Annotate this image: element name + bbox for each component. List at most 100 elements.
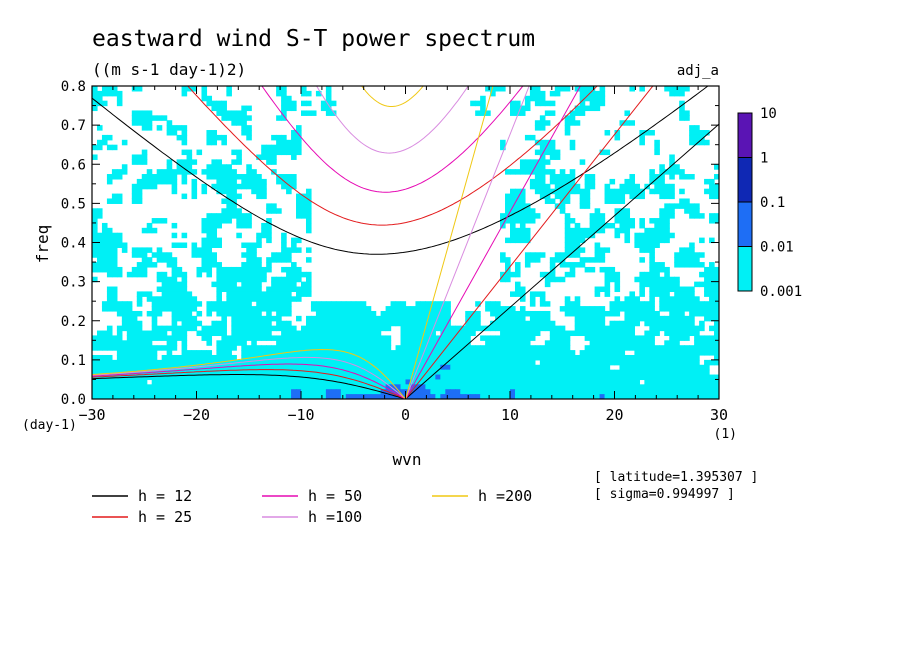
contour-cell: [201, 227, 208, 234]
x-axis-label: wvn: [393, 450, 422, 469]
contour-cell: [684, 301, 690, 307]
x-tick-label: 0: [401, 406, 410, 424]
contour-cell: [664, 208, 670, 214]
contour-cell: [599, 374, 606, 381]
contour-cell: [519, 335, 526, 341]
contour-cell: [704, 379, 710, 385]
contour-cell: [256, 350, 262, 356]
contour-cell: [569, 354, 576, 361]
contour-cell: [649, 320, 655, 327]
contour-cell: [305, 198, 312, 204]
contour-cell: [415, 301, 422, 307]
contour-cell: [96, 125, 103, 131]
contour-cell: [231, 315, 237, 322]
contour-cell: [694, 369, 700, 376]
contour-cell: [241, 115, 247, 121]
contour-cell: [594, 257, 601, 263]
axes: −30 −20 −10 0 10 20 300.00.10.20.30.40.50.60.7…: [61, 79, 728, 424]
contour-cell: [310, 374, 317, 381]
contour-cell: [564, 222, 571, 229]
contour-cell: [141, 359, 148, 366]
contour-cell: [390, 320, 397, 327]
contour-cell: [206, 271, 213, 278]
contour-cell: [514, 188, 521, 195]
contour-cell: [664, 291, 670, 297]
contour-cell: [500, 359, 506, 366]
contour-cell: [191, 242, 198, 248]
contour-cell: [470, 100, 476, 107]
contour-cell: [524, 227, 531, 234]
contour-cell: [121, 139, 128, 146]
contour-cell: [460, 374, 466, 381]
contour-cell: [256, 379, 262, 385]
contour-cell: [679, 203, 685, 209]
contour-cell: [599, 95, 606, 102]
contour-cell: [480, 354, 486, 361]
contour-cell: [236, 335, 242, 341]
contour-cell: [440, 340, 446, 346]
contour-cell: [609, 330, 616, 337]
contour-cell: [440, 379, 446, 385]
contour-cell: [549, 364, 556, 371]
contour-cell: [529, 359, 536, 366]
contour-cell: [106, 232, 113, 239]
contour-cell: [325, 325, 332, 332]
contour-cell: [320, 100, 327, 107]
contour-cell: [529, 335, 536, 341]
contour-cell: [609, 178, 616, 185]
contour-cell: [584, 330, 591, 337]
contour-cell: [674, 320, 680, 327]
contour-cell: [674, 325, 680, 332]
contour-cell: [136, 369, 143, 376]
contour-cell: [539, 252, 546, 258]
contour-cell: [126, 379, 133, 385]
contour-cell: [529, 369, 536, 376]
contour-cell: [694, 134, 700, 141]
contour-cell: [246, 257, 252, 263]
contour-cell: [619, 359, 626, 366]
contour-cell: [370, 320, 377, 327]
contour-cell: [649, 232, 655, 239]
contour-cell: [649, 325, 655, 332]
contour-cell: [201, 350, 208, 356]
contour-cell: [151, 330, 158, 337]
contour-cell: [226, 374, 232, 381]
contour-cell: [171, 125, 178, 131]
contour-cell: [191, 178, 198, 185]
contour-cell: [574, 227, 581, 234]
contour-cell: [291, 345, 297, 351]
contour-cell: [281, 134, 287, 141]
contour-cell: [514, 364, 521, 371]
contour-cell: [296, 350, 302, 356]
contour-cell: [385, 315, 392, 322]
contour-cell: [659, 188, 665, 195]
contour-cell: [425, 340, 431, 346]
contour-cell: [589, 100, 596, 107]
contour-cell: [684, 86, 690, 92]
contour-cell: [569, 120, 576, 126]
contour-cell: [524, 379, 531, 385]
contour-cell: [231, 208, 237, 214]
contour-cell: [256, 359, 262, 366]
contour-cell: [619, 354, 626, 361]
contour-cell: [320, 315, 327, 322]
contour-cell: [246, 291, 252, 297]
contour-cell: [111, 306, 118, 312]
contour-cell: [614, 301, 621, 307]
contour-cell: [599, 306, 606, 312]
contour-cell: [151, 320, 158, 327]
contour-cell: [171, 174, 178, 180]
contour-cell: [221, 266, 227, 273]
contour-cell: [674, 169, 680, 175]
contour-cell: [301, 359, 307, 366]
contour-cell: [524, 134, 531, 141]
contour-cell: [246, 252, 252, 258]
contour-cell: [380, 315, 387, 322]
contour-cell: [534, 330, 541, 337]
contour-cell: [350, 325, 357, 332]
contour-cell: [286, 389, 292, 395]
contour-cell: [460, 325, 466, 332]
contour-cell: [534, 369, 541, 376]
contour-cell: [524, 369, 531, 376]
contour-cell: [340, 369, 347, 376]
